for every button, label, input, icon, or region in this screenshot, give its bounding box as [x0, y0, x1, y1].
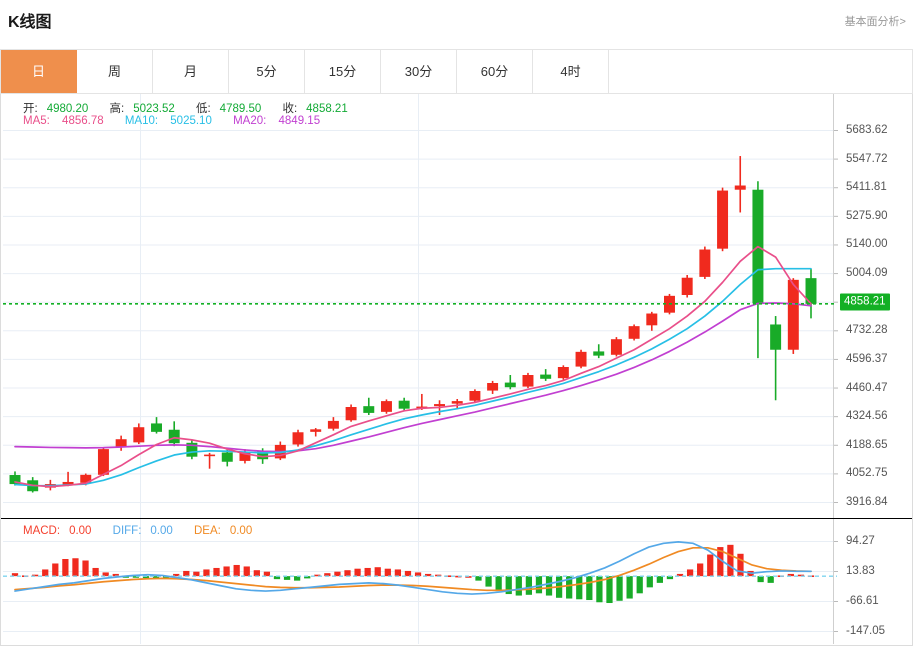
ma20-value: 4849.15 — [278, 115, 321, 127]
pane-divider — [1, 518, 912, 519]
ma-legend: MA5: 4856.78 MA10: 5025.10 MA20: 4849.15 — [23, 115, 338, 127]
diff-value: 0.00 — [150, 525, 173, 537]
price-axis-tick: 4460.47 — [846, 381, 888, 394]
ma20-label: MA20: — [233, 115, 267, 127]
ma10-value: 5025.10 — [170, 115, 212, 127]
price-axis: 5683.62 5547.72 5411.81 5275.90 5140.00 5004.… — [834, 94, 912, 518]
price-axis-tick: 5275.90 — [846, 209, 888, 222]
dea-value: 0.00 — [229, 525, 253, 537]
chart-frame: 开: 4980.20 高: 5023.52 低: 4789.50 收: 4858.21 … — [0, 94, 913, 646]
macd-legend: MACD: 0.00 DIFF: 0.00 DEA: 0.00 — [23, 525, 270, 537]
price-axis-tick: 4052.75 — [846, 467, 888, 480]
macd-axis: 94.27 13.83 -66.61 -147.05 — [834, 519, 912, 644]
ma10-label: MA10: — [124, 115, 159, 127]
diff-label: DIFF: — [112, 525, 142, 537]
price-axis-tick: 5140.00 — [846, 238, 888, 251]
fundamental-analysis-link[interactable]: 基本面分析> — [844, 16, 906, 28]
tab-2[interactable]: 月 — [153, 50, 229, 93]
macd-axis-tick: 94.27 — [846, 535, 875, 547]
tab-4[interactable]: 15分 — [305, 50, 381, 93]
macd-axis-tick: -147.05 — [846, 625, 886, 637]
tab-filler — [609, 50, 913, 93]
high-value: 5023.52 — [133, 103, 175, 115]
tab-5[interactable]: 30分 — [381, 50, 457, 93]
tab-6[interactable]: 60分 — [457, 50, 533, 93]
price-pane: 开: 4980.20 高: 5023.52 低: 4789.50 收: 4858.21 … — [1, 94, 912, 518]
ma5-value: 4856.78 — [62, 115, 104, 127]
page-header: K线图 基本面分析> — [0, 0, 914, 47]
price-axis-tick: 4324.56 — [846, 410, 888, 423]
tab-0[interactable]: 日 — [1, 50, 77, 93]
price-axis-tick: 5547.72 — [846, 152, 888, 165]
price-axis-tick: 5683.62 — [846, 124, 888, 136]
period-tab-bar: 日周月 5分 15分 30分 60分 4时 — [0, 49, 913, 94]
page-title: K线图 — [8, 14, 52, 31]
price-axis-tick: 4732.28 — [846, 324, 888, 337]
high-label: 高: — [109, 103, 125, 115]
price-axis-tick: 5411.81 — [846, 181, 887, 194]
macd-plot[interactable] — [1, 519, 912, 644]
dea-label: DEA: — [194, 525, 221, 537]
close-value: 4858.21 — [306, 103, 348, 115]
price-plot[interactable] — [1, 94, 912, 518]
macd-label: MACD: — [23, 525, 61, 537]
tab-3[interactable]: 5分 — [229, 50, 305, 93]
ma5-label: MA5: — [23, 115, 50, 127]
price-axis-tick: 4596.37 — [846, 352, 888, 365]
macd-value: 0.00 — [69, 525, 92, 537]
price-axis-tick: 3916.84 — [846, 496, 888, 508]
price-axis-current-label: 4858.21 — [840, 293, 890, 311]
low-label: 低: — [195, 103, 211, 115]
open-value: 4980.20 — [46, 103, 89, 115]
macd-pane: MACD: 0.00 DIFF: 0.00 DEA: 0.00 94.27 13.83 -… — [1, 519, 912, 644]
tab-1[interactable]: 周 — [77, 50, 153, 93]
price-axis-tick: 4188.65 — [846, 438, 888, 451]
tab-7[interactable]: 4时 — [533, 50, 609, 93]
close-label: 收: — [282, 103, 298, 115]
price-axis-tick: 5004.09 — [846, 267, 888, 280]
ohlc-legend: 开: 4980.20 高: 5023.52 低: 4789.50 收: 4858.21 — [23, 100, 366, 116]
macd-axis-tick: -66.61 — [846, 595, 879, 607]
macd-axis-tick: 13.83 — [846, 565, 875, 577]
open-label: 开: — [23, 103, 38, 115]
low-value: 4789.50 — [219, 103, 262, 115]
